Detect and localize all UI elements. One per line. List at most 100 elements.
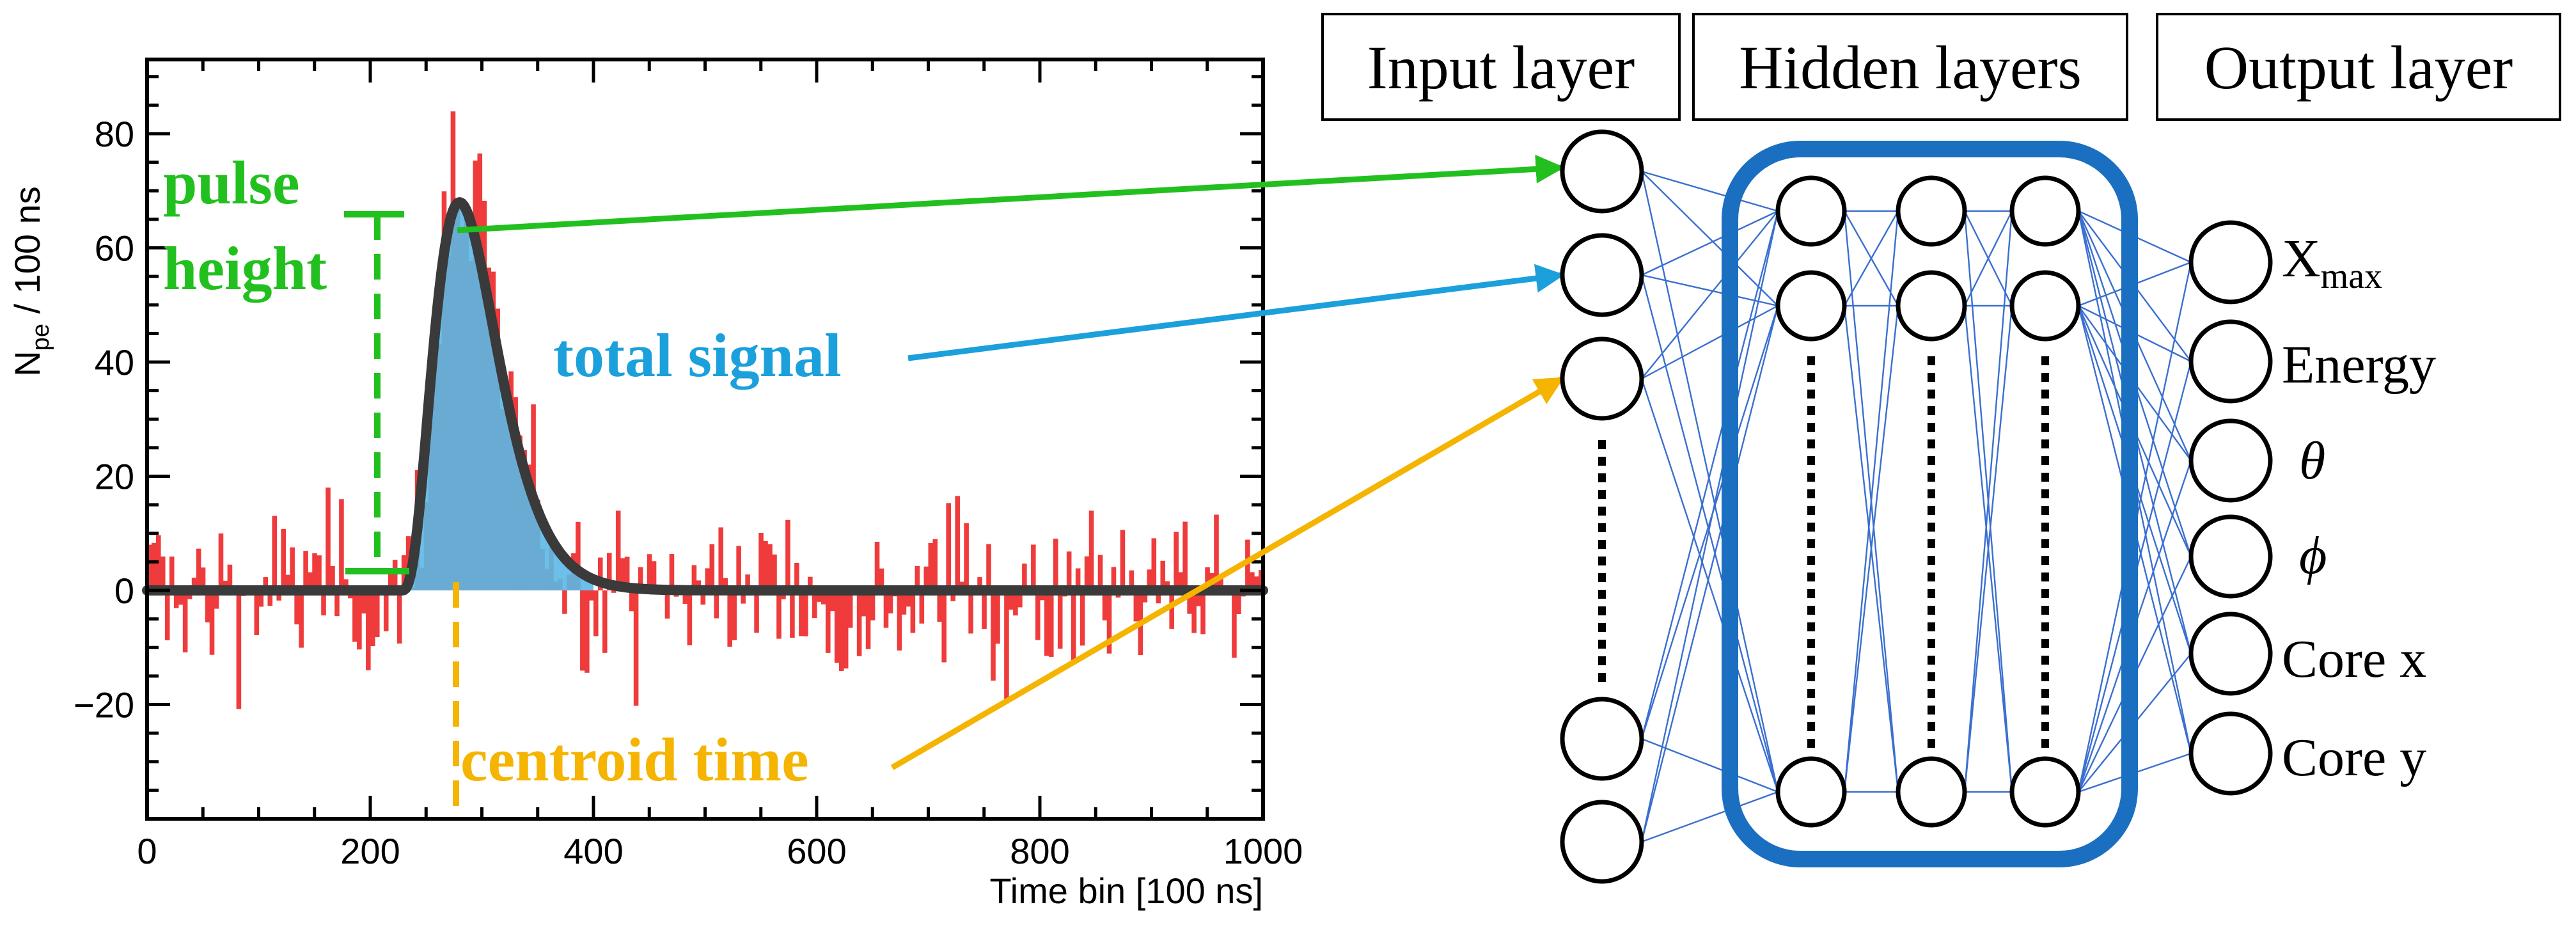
- network-nodes: [1560, 129, 2273, 884]
- histogram-bin: [838, 590, 844, 671]
- histogram-bin: [745, 574, 750, 591]
- histogram-bin: [1102, 590, 1108, 620]
- histogram-bin: [1120, 530, 1126, 591]
- histogram-bin: [312, 553, 317, 591]
- histogram-bin: [817, 590, 822, 602]
- axis-ticks: [145, 59, 1265, 821]
- input-node: [1560, 233, 1644, 317]
- histogram-bin: [383, 590, 389, 631]
- histogram-bin: [718, 527, 724, 591]
- input-layer-label: Input layer: [1367, 33, 1635, 102]
- histogram-bin: [861, 590, 867, 617]
- histogram-bin: [928, 542, 934, 591]
- histogram-bin: [611, 590, 617, 593]
- histogram-bin: [182, 590, 188, 652]
- histogram-bin: [1017, 590, 1023, 608]
- histogram-bin: [290, 547, 295, 591]
- hidden1-node: [1775, 175, 1847, 247]
- histogram-bin: [808, 576, 813, 591]
- output-labels: Xmax Energy θ ϕ Core x Core y: [2282, 229, 2436, 787]
- histogram-bin: [847, 590, 853, 628]
- histogram-bin: [303, 551, 308, 591]
- y-tick-label: 0: [114, 571, 134, 611]
- histogram-bin: [723, 578, 728, 591]
- network-edge: [1640, 210, 1779, 842]
- histogram-bin: [986, 544, 991, 591]
- output-node: [2188, 319, 2273, 404]
- histogram-bin: [741, 590, 746, 604]
- histogram-bin: [267, 590, 273, 606]
- histogram-bin: [829, 590, 835, 612]
- histogram-bin: [1133, 590, 1139, 622]
- hidden2-node: [1896, 756, 1967, 828]
- histogram-bin: [1254, 576, 1259, 591]
- histogram-bin: [977, 577, 982, 591]
- histogram-bin: [339, 499, 344, 591]
- histogram-bin: [1147, 569, 1152, 591]
- output-node: [2188, 418, 2273, 503]
- histogram-bin: [370, 590, 375, 647]
- histogram-bin: [825, 590, 831, 653]
- histogram-bin: [164, 590, 170, 640]
- histogram-bin: [1169, 590, 1174, 629]
- histogram-bin: [901, 590, 907, 615]
- fit-curve: [142, 197, 1268, 596]
- hidden-layers-header: Hidden layers: [1692, 13, 2128, 121]
- histogram-bin: [597, 557, 603, 591]
- histogram-bin: [191, 578, 197, 591]
- histogram-bin: [937, 590, 943, 622]
- histogram-bin: [946, 503, 951, 591]
- histogram-bin: [227, 564, 233, 591]
- histogram-bin: [334, 590, 340, 617]
- histogram-bin: [263, 577, 269, 591]
- histogram-bin: [776, 590, 781, 639]
- neural-network: Input layer Hidden layers Output layer X…: [1321, 13, 2561, 884]
- histogram-bin: [160, 556, 166, 591]
- y-tick-label: 80: [95, 114, 134, 154]
- output-label-core-x: Core x: [2282, 629, 2426, 689]
- histogram-bin: [767, 544, 773, 591]
- histogram-bin: [147, 544, 152, 591]
- signal-histogram: [147, 111, 1264, 709]
- hidden2-node: [1896, 270, 1967, 342]
- histogram-bin: [196, 548, 201, 591]
- histogram-bin: [392, 560, 398, 591]
- histogram-bin: [585, 590, 590, 673]
- hidden3-node: [2009, 175, 2081, 247]
- histogram-bin: [1111, 567, 1117, 591]
- histogram-bin: [915, 565, 920, 591]
- y-tick-label: 20: [95, 457, 134, 497]
- histogram-bin: [691, 565, 697, 591]
- y-axis-title: Npe / 100 ns: [7, 186, 54, 377]
- histogram-bin: [1066, 551, 1072, 591]
- histogram-bin: [1075, 568, 1081, 591]
- output-label-xmax: Xmax: [2282, 229, 2382, 296]
- histogram-bin: [799, 590, 804, 636]
- histogram-bin: [151, 542, 157, 591]
- integrated-area: [401, 202, 593, 591]
- histogram-bin: [209, 590, 215, 655]
- network-edge: [1641, 738, 1779, 793]
- histogram-bin: [169, 557, 175, 591]
- network-edge: [1640, 378, 1779, 793]
- histogram-bin: [1250, 572, 1255, 591]
- network-edge: [1843, 210, 1899, 793]
- histogram-bin: [834, 590, 840, 663]
- histogram-bin: [1200, 590, 1206, 635]
- y-tick-label: 40: [95, 342, 134, 383]
- pulse-height-arrow: [457, 154, 1565, 233]
- pulse-height-label-line1: pulse: [163, 148, 299, 217]
- histogram-bin: [758, 532, 764, 591]
- hidden-layers-label: Hidden layers: [1739, 33, 2082, 102]
- histogram-bin: [919, 590, 925, 624]
- total-signal-label: total signal: [553, 321, 842, 390]
- histogram-bin: [633, 590, 639, 706]
- histogram-bin: [865, 590, 871, 649]
- histogram-bin: [366, 590, 371, 670]
- network-edge: [1640, 274, 1779, 793]
- output-node: [2188, 711, 2273, 796]
- histogram-bin: [870, 590, 876, 620]
- histogram-bin: [995, 590, 1000, 644]
- histogram-bin: [1151, 538, 1157, 591]
